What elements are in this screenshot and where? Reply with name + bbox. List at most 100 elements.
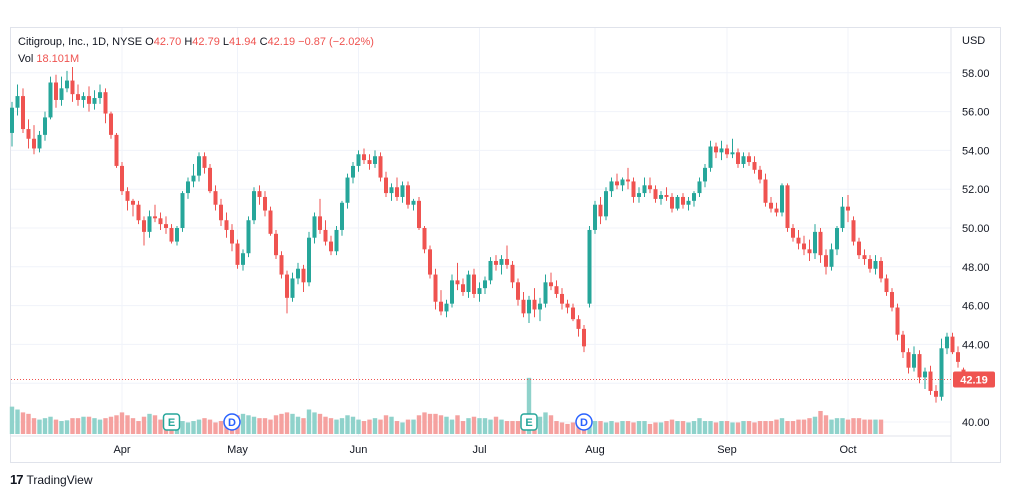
candle-body[interactable] — [780, 185, 784, 213]
candle-body[interactable] — [851, 220, 856, 242]
candle-body[interactable] — [796, 237, 801, 244]
candle-body[interactable] — [730, 152, 735, 155]
candle-body[interactable] — [318, 216, 322, 230]
candle-body[interactable] — [367, 160, 372, 164]
candle-body[interactable] — [373, 156, 377, 164]
candle-body[interactable] — [499, 259, 504, 265]
candle-body[interactable] — [741, 156, 746, 164]
candle-body[interactable] — [378, 156, 383, 178]
candle-body[interactable] — [532, 299, 537, 310]
candle-body[interactable] — [890, 292, 894, 308]
candle-body[interactable] — [648, 185, 652, 190]
candle-body[interactable] — [263, 196, 267, 211]
candle-body[interactable] — [703, 167, 707, 182]
candle-body[interactable] — [15, 96, 20, 108]
candle-body[interactable] — [153, 216, 157, 219]
candle-body[interactable] — [939, 348, 944, 397]
candle-body[interactable] — [862, 255, 867, 260]
candle-body[interactable] — [175, 228, 179, 242]
candle-body[interactable] — [466, 274, 471, 293]
candle-body[interactable] — [147, 216, 152, 232]
candle-body[interactable] — [395, 187, 399, 197]
candle-body[interactable] — [538, 303, 542, 310]
candle-body[interactable] — [835, 228, 839, 250]
candle-body[interactable] — [521, 299, 526, 314]
candle-body[interactable] — [609, 181, 614, 192]
candle-body[interactable] — [197, 156, 201, 176]
candle-body[interactable] — [598, 204, 603, 217]
candle-body[interactable] — [912, 354, 916, 368]
candle-body[interactable] — [763, 179, 768, 203]
candle-body[interactable] — [296, 268, 300, 279]
candle-body[interactable] — [769, 202, 773, 209]
candle-body[interactable] — [483, 280, 487, 289]
candle-body[interactable] — [719, 148, 724, 153]
candle-body[interactable] — [461, 284, 465, 293]
earnings-marker-icon[interactable] — [162, 413, 181, 431]
candle-body[interactable] — [257, 191, 262, 197]
candle-body[interactable] — [329, 241, 333, 252]
candle-body[interactable] — [21, 96, 25, 130]
candle-body[interactable] — [791, 228, 795, 238]
candle-body[interactable] — [450, 280, 454, 304]
candle-body[interactable] — [65, 80, 69, 89]
candle-body[interactable] — [76, 94, 80, 100]
candle-body[interactable] — [681, 196, 685, 205]
candle-body[interactable] — [752, 162, 757, 170]
candle-body[interactable] — [593, 204, 597, 230]
candle-body[interactable] — [268, 210, 273, 234]
candle-body[interactable] — [54, 82, 58, 100]
candle-body[interactable] — [642, 185, 647, 194]
candle-body[interactable] — [235, 243, 240, 265]
candle-body[interactable] — [455, 280, 460, 285]
candle-body[interactable] — [351, 165, 355, 178]
candle-body[interactable] — [516, 282, 520, 300]
candle-body[interactable] — [631, 181, 636, 197]
candle-body[interactable] — [659, 195, 663, 199]
candle-body[interactable] — [697, 181, 702, 194]
candle-body[interactable] — [505, 259, 509, 265]
candle-body[interactable] — [433, 274, 438, 302]
candle-body[interactable] — [494, 260, 498, 265]
candle-body[interactable] — [48, 82, 53, 118]
candle-body[interactable] — [307, 237, 311, 283]
candle-body[interactable] — [208, 167, 212, 192]
candle-body[interactable] — [191, 175, 196, 182]
candle-body[interactable] — [725, 148, 729, 155]
candle-body[interactable] — [587, 229, 592, 304]
candle-body[interactable] — [417, 200, 421, 228]
candle-body[interactable] — [26, 129, 31, 139]
candle-body[interactable] — [301, 268, 306, 283]
candle-body[interactable] — [758, 169, 762, 180]
candle-body[interactable] — [917, 354, 922, 378]
candle-body[interactable] — [213, 191, 218, 205]
candle-body[interactable] — [923, 371, 927, 378]
candle-body[interactable] — [384, 177, 388, 194]
candle-body[interactable] — [439, 301, 443, 312]
candle-body[interactable] — [510, 264, 515, 283]
candle-body[interactable] — [488, 260, 493, 281]
candle-body[interactable] — [32, 138, 36, 149]
candle-body[interactable] — [81, 96, 86, 100]
candle-body[interactable] — [92, 98, 97, 104]
candle-body[interactable] — [774, 208, 779, 213]
candle-body[interactable] — [323, 229, 328, 242]
candle-body[interactable] — [114, 134, 119, 166]
candle-body[interactable] — [615, 181, 619, 186]
candle-body[interactable] — [686, 200, 691, 205]
candle-body[interactable] — [202, 156, 207, 168]
candle-body[interactable] — [626, 179, 630, 182]
candle-body[interactable] — [279, 255, 284, 275]
candle-body[interactable] — [950, 336, 955, 353]
candle-body[interactable] — [549, 282, 553, 287]
candle-body[interactable] — [422, 228, 427, 250]
candle-body[interactable] — [180, 193, 185, 228]
candle-body[interactable] — [136, 204, 141, 221]
candle-body[interactable] — [285, 274, 289, 298]
candle-body[interactable] — [829, 249, 834, 267]
candle-body[interactable] — [692, 193, 696, 201]
candle-body[interactable] — [340, 202, 344, 230]
candle-body[interactable] — [10, 107, 14, 133]
candle-body[interactable] — [895, 307, 900, 335]
candle-body[interactable] — [840, 206, 845, 228]
